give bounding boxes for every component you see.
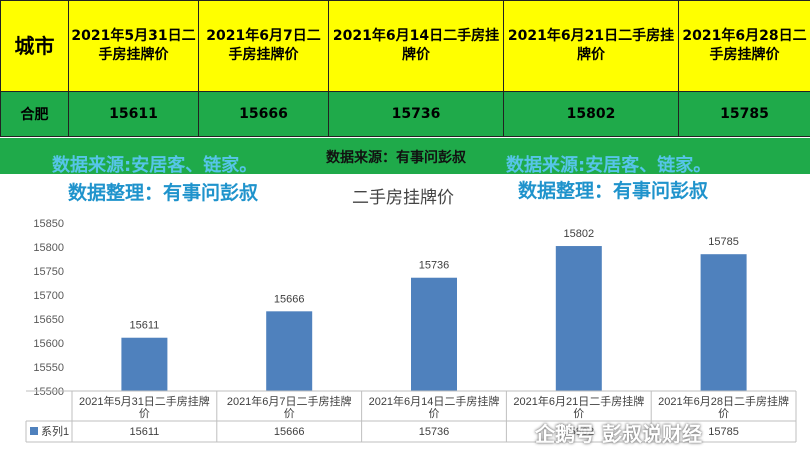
x-tick-label: 价 <box>573 407 584 420</box>
table-value: 15802 <box>564 426 595 438</box>
y-tick-label: 15800 <box>33 242 64 254</box>
price-table: 城市 2021年5月31日二手房挂牌价 2021年6月7日二手房挂牌价 2021… <box>0 0 810 137</box>
data-label: 15611 <box>130 320 160 332</box>
y-tick-label: 15600 <box>33 338 64 350</box>
green-band <box>0 138 810 174</box>
x-tick-label: 2021年5月31日二手房挂牌 <box>79 394 210 408</box>
legend-swatch <box>30 427 38 435</box>
y-tick-label: 15750 <box>33 266 64 278</box>
price-cell: 15802 <box>503 91 679 137</box>
x-tick-label: 价 <box>139 407 150 420</box>
x-tick-label: 2021年6月28日二手房挂牌 <box>658 394 789 408</box>
date-header: 2021年6月14日二手房挂牌价 <box>328 0 504 92</box>
y-tick-label: 15850 <box>33 218 64 230</box>
city-header: 城市 <box>0 0 69 92</box>
date-header: 2021年6月7日二手房挂牌价 <box>198 0 329 92</box>
data-label: 15785 <box>708 236 739 248</box>
table-row: 合肥 15611 15666 15736 15802 15785 <box>0 91 810 137</box>
table-value: 15666 <box>274 426 305 438</box>
bar <box>555 246 602 391</box>
bar <box>700 254 747 391</box>
watermark-source-right: 数据来源:安居客、链家。 <box>506 155 712 176</box>
watermark-source-left: 数据来源:安居客、链家。 <box>52 155 258 176</box>
watermark-arranger-right: 数据整理：有事问彭叔 <box>518 180 709 202</box>
x-tick-label: 价 <box>429 407 440 420</box>
data-label: 15736 <box>419 260 450 272</box>
date-header: 2021年6月28日二手房挂牌价 <box>678 0 810 92</box>
bar-chart: 15500 15550 15600 15650 15700 15750 15800 15850… <box>25 218 797 443</box>
y-tick-label: 15700 <box>33 290 64 302</box>
data-label: 15666 <box>274 293 305 305</box>
x-tick-label: 2021年6月21日二手房挂牌 <box>513 394 644 408</box>
price-cell: 15736 <box>328 91 504 137</box>
watermark-arranger-left: 数据整理：有事问彭叔 <box>68 182 259 204</box>
y-tick-label: 15500 <box>33 386 64 398</box>
y-tick-label: 15550 <box>33 362 64 374</box>
legend-label: 系列1 <box>41 424 69 438</box>
table-value: 15785 <box>708 426 739 438</box>
bar <box>121 337 168 391</box>
x-tick-label: 价 <box>718 407 729 420</box>
table-value: 15736 <box>419 426 450 438</box>
bar <box>411 277 457 391</box>
x-tick-label: 2021年6月7日二手房挂牌 <box>227 394 352 408</box>
source-note: 数据来源：有事问彭叔 <box>326 150 466 166</box>
table-header-row: 城市 2021年5月31日二手房挂牌价 2021年6月7日二手房挂牌价 2021… <box>0 0 810 92</box>
price-cell: 15666 <box>198 91 329 137</box>
y-tick-label: 15650 <box>33 314 64 326</box>
price-cell: 15785 <box>678 91 810 137</box>
logo-watermark: 企鹅号 彭叔说财经 <box>535 422 702 446</box>
bar <box>266 311 313 391</box>
x-tick-label: 2021年6月14日二手房挂牌 <box>369 394 500 408</box>
date-header: 2021年5月31日二手房挂牌价 <box>68 0 199 92</box>
chart-title: 二手房挂牌价 <box>352 188 454 208</box>
price-cell: 15611 <box>68 91 199 137</box>
table-value: 15611 <box>130 426 160 438</box>
city-cell: 合肥 <box>0 91 69 137</box>
x-tick-label: 价 <box>284 407 295 420</box>
date-header: 2021年6月21日二手房挂牌价 <box>503 0 679 92</box>
data-label: 15802 <box>564 228 595 240</box>
